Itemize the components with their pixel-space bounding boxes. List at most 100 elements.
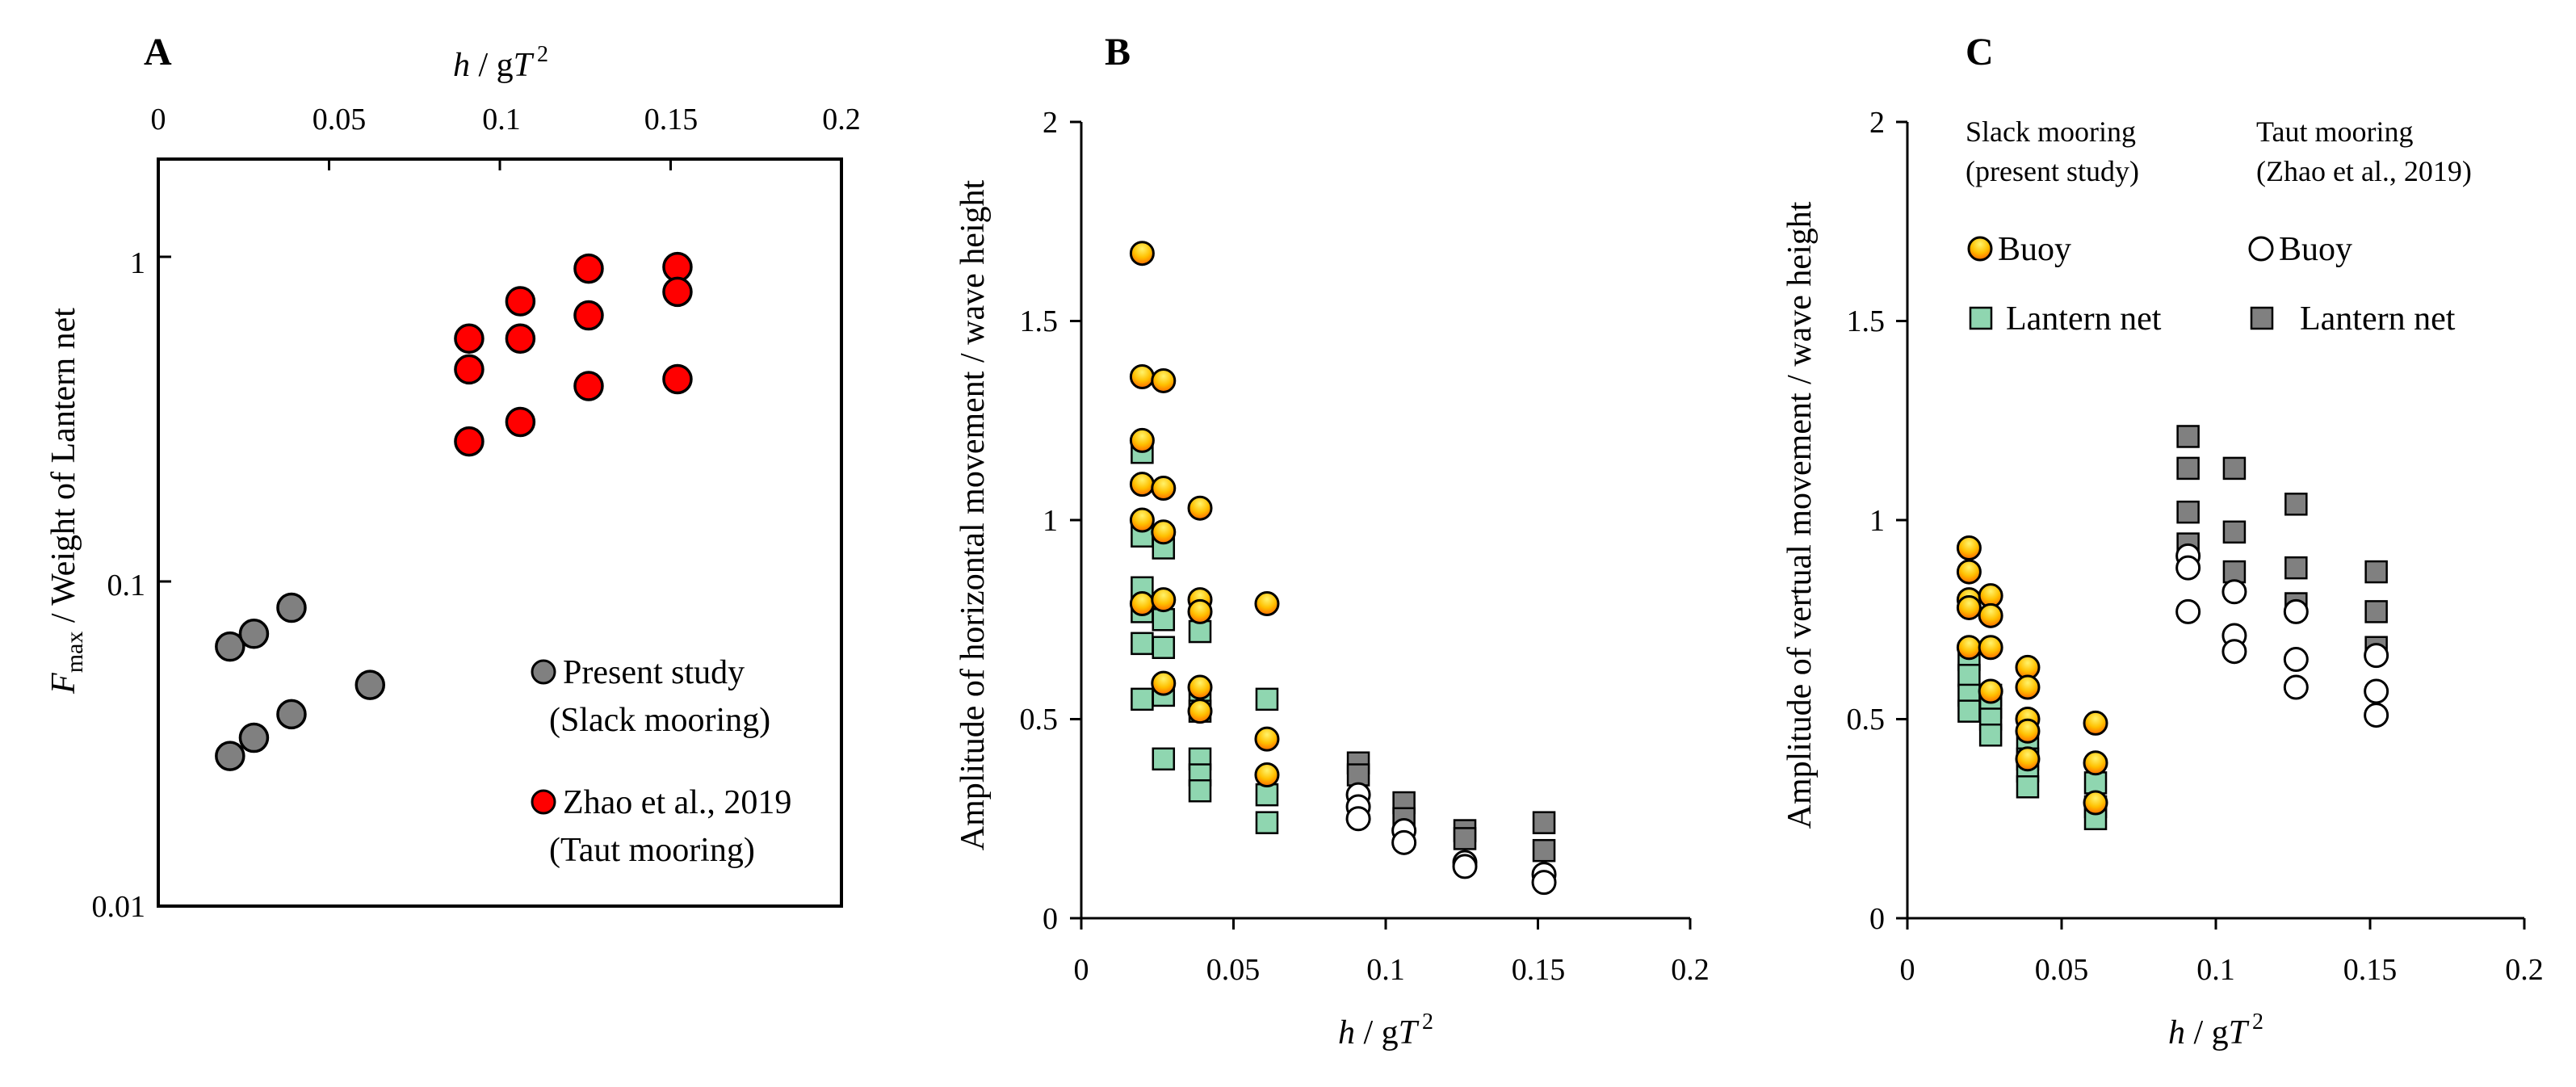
legend-header-taut-line2: (Zhao et al., 2019) (2256, 155, 2472, 187)
panel-a-marks (215, 251, 693, 771)
panel-c-legend: Slack mooring (present study) Taut moori… (1966, 115, 2472, 338)
panel-c-xticks: 0 0.05 0.1 0.15 0.2 (1900, 953, 2544, 987)
data-point-circle-open (1531, 870, 1557, 896)
panel-b-ytick-label: 1 (1043, 504, 1058, 538)
panel-a: 0 0.05 0.1 0.15 0.2 0.01 0.1 1 h / gT 2 F… (45, 42, 861, 924)
panel-b-ytick-label: 0.5 (1020, 703, 1059, 737)
panel-b-axes (1070, 120, 1692, 930)
data-point-square (1131, 687, 1154, 711)
data-point-square (1188, 619, 1212, 644)
panel-c-xtick-label: 0.2 (2505, 953, 2544, 987)
panel-c-xtick-label: 0 (1900, 953, 1915, 987)
data-point-circle (1151, 519, 1177, 545)
legend-label-slack-line2: (Slack mooring) (549, 702, 770, 739)
panel-b-y-axis-label: Amplitude of horizontal movement / wave … (954, 179, 992, 850)
data-point-circle (1978, 678, 2003, 704)
panel-a-ytick-label: 0.1 (107, 569, 146, 602)
legend-marker-slack-buoy (1967, 236, 1993, 262)
data-point-circle (1978, 635, 2003, 661)
data-point-square (1957, 664, 1981, 687)
data-point-circle (662, 276, 693, 308)
panel-c: 0 0.05 0.1 0.15 0.2 0 0.5 1 1.5 2 h / gT… (1781, 106, 2544, 1051)
data-point-circle (1956, 535, 1982, 561)
data-point-circle-open (2283, 647, 2309, 673)
panel-a-xtick-label: 0.15 (644, 103, 699, 136)
panel-a-ytick-label: 0.01 (92, 890, 146, 924)
data-point-circle (662, 363, 693, 395)
data-point-circle-open (2283, 674, 2309, 700)
legend-marker-slack-net (1969, 306, 1993, 330)
panel-b-ytick-label: 2 (1043, 106, 1058, 140)
legend-label-taut-line1: Zhao et al., 2019 (563, 784, 791, 821)
data-point-square (2222, 456, 2247, 481)
legend-header-taut-line1: Taut mooring (2256, 115, 2413, 148)
data-point-square (1957, 699, 1981, 723)
panel-b-ytick-label: 0 (1043, 902, 1058, 936)
data-point-circle (1187, 674, 1213, 700)
data-point-circle (2015, 746, 2041, 772)
data-point-circle (215, 631, 245, 662)
data-point-circle (1151, 476, 1177, 502)
data-point-circle (662, 251, 693, 283)
panel-b: 0 0.05 0.1 0.15 0.2 0 0.5 1 1.5 2 h / gT… (954, 106, 1710, 1051)
data-point-circle (1187, 598, 1213, 624)
data-point-circle (1254, 762, 1280, 788)
data-point-circle-open (1452, 854, 1478, 879)
data-point-circle (1151, 587, 1177, 613)
data-point-square (1255, 783, 1279, 807)
data-point-square (2284, 493, 2308, 516)
panel-b-xtick-label: 0.1 (1366, 953, 1405, 987)
panel-b-x-axis-label: h / gT 2 (1338, 1009, 1433, 1051)
data-point-square (2083, 771, 2108, 795)
data-point-square (2176, 456, 2200, 481)
legend-header-slack-line2: (present study) (1966, 155, 2139, 187)
data-point-circle (1254, 591, 1280, 617)
data-point-square (2364, 560, 2388, 584)
data-point-circle (1129, 472, 1155, 497)
panel-label-a: A (144, 31, 172, 73)
data-point-circle (1129, 241, 1155, 267)
panel-b-yticks: 0 0.5 1 1.5 2 (1020, 106, 1059, 936)
panel-c-x-axis-label: h / gT 2 (2168, 1009, 2263, 1051)
data-point-circle (1978, 602, 2003, 628)
data-point-square (1152, 747, 1176, 771)
data-point-circle-open (2364, 643, 2389, 669)
data-point-circle (454, 354, 485, 385)
data-point-circle (2015, 718, 2041, 744)
data-point-circle (215, 741, 245, 771)
panel-a-xticks: 0 0.05 0.1 0.15 0.2 (151, 103, 861, 136)
legend-marker-taut (531, 789, 556, 815)
data-point-circle (2083, 710, 2108, 736)
panel-b-xtick-label: 0.05 (1206, 953, 1261, 987)
data-point-circle (276, 699, 307, 730)
data-point-circle (1151, 367, 1177, 393)
data-point-circle (1129, 507, 1155, 533)
data-point-square (2222, 520, 2247, 544)
data-point-square (1978, 723, 2003, 747)
data-point-circle-open (2364, 703, 2389, 728)
panel-a-y-axis-label: Fmax / Weight of Lantern net (45, 308, 88, 695)
data-point-circle-open (1391, 829, 1417, 855)
panel-a-axes (157, 157, 843, 908)
data-point-circle-open (2364, 678, 2389, 704)
legend-label-slack-buoy: Buoy (1998, 231, 2071, 268)
panel-c-y-axis-label: Amplitude of vertual movement / wave hei… (1781, 201, 1819, 829)
panel-a-ytick-label: 1 (130, 246, 145, 280)
data-point-circle-open (2283, 598, 2309, 624)
panel-c-xtick-label: 0.1 (2196, 953, 2235, 987)
data-point-circle (1254, 726, 1280, 752)
panel-a-x-axis-label: h / gT 2 (453, 42, 548, 84)
panel-c-ytick-label: 2 (1869, 106, 1885, 140)
data-point-circle (454, 323, 485, 354)
panel-a-xtick-label: 0.2 (822, 103, 861, 136)
data-point-circle (505, 323, 536, 354)
data-point-circle (1129, 591, 1155, 617)
data-point-square (2176, 500, 2200, 524)
panel-c-ytick-label: 0 (1869, 902, 1885, 936)
panel-a-xtick-label: 0.1 (482, 103, 521, 136)
data-point-circle (1151, 670, 1177, 696)
data-point-circle-open (1345, 806, 1371, 832)
panel-b-xticks: 0 0.05 0.1 0.15 0.2 (1074, 953, 1710, 987)
data-point-square (1188, 779, 1212, 803)
panel-b-marks (1129, 241, 1557, 896)
